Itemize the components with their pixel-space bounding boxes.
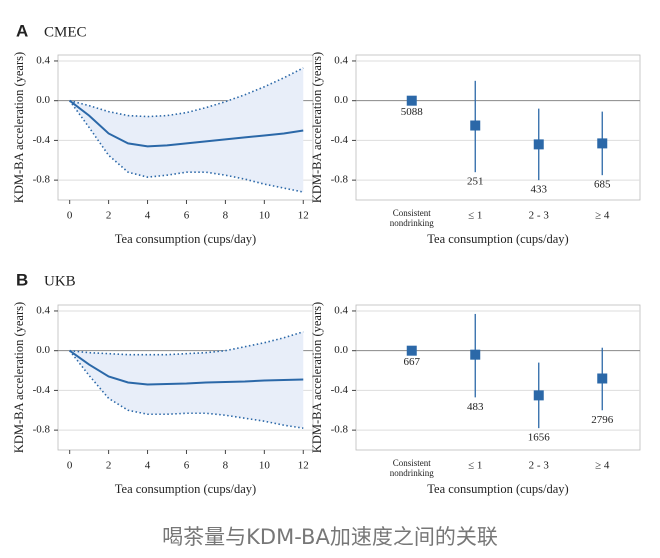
point-marker <box>597 373 608 384</box>
y-tick-label: -0.8 <box>331 424 349 436</box>
x-tick-line: nondrinking <box>390 468 434 478</box>
x-tick-label: 4 <box>145 460 151 472</box>
x-tick-label: 4 <box>145 210 151 222</box>
x-tick-label: 6 <box>184 210 190 222</box>
count-label: 5088 <box>401 106 424 118</box>
count-label: 667 <box>404 356 421 368</box>
x-tick-line: Consistent <box>393 208 432 218</box>
plot-frame <box>355 304 641 451</box>
x-axis-label: Tea consumption (cups/day) <box>427 482 568 496</box>
point-marker <box>533 139 544 150</box>
x-tick-label: 2 <box>106 460 112 472</box>
x-tick-label: 8 <box>223 210 229 222</box>
count-label: 433 <box>531 184 548 196</box>
x-tick-label: ≥ 4 <box>595 460 610 472</box>
x-tick-label: 12 <box>298 460 309 472</box>
y-tick-label: 0.0 <box>334 344 348 356</box>
x-tick-label: Consistent nondrinking <box>390 458 434 478</box>
x-tick-line: Consistent <box>393 458 432 468</box>
x-tick-label: 10 <box>259 460 271 472</box>
y-tick-label: 0.0 <box>334 94 348 106</box>
ci-line <box>69 100 304 193</box>
count-label: 685 <box>594 179 611 191</box>
y-tick-label: 0.4 <box>36 304 50 316</box>
y-tick-label: -0.8 <box>331 174 349 186</box>
count-label: 1656 <box>528 432 551 444</box>
x-tick-label: 8 <box>223 460 229 472</box>
point-marker <box>533 390 544 401</box>
x-tick-label: 0 <box>67 460 73 472</box>
panel-name: CMEC <box>44 24 87 40</box>
x-tick-line: nondrinking <box>390 218 434 228</box>
y-tick-label: -0.4 <box>33 384 51 396</box>
point-marker <box>597 138 608 149</box>
point-marker <box>406 345 417 356</box>
y-axis-label: KDM-BA acceleration (years) <box>12 52 26 203</box>
ci-band <box>69 67 304 193</box>
trend-line <box>69 99 304 148</box>
y-tick-label: 0.0 <box>36 94 50 106</box>
panel-letter: A <box>16 21 28 40</box>
point-marker <box>406 95 417 106</box>
trend-line <box>69 349 304 386</box>
x-tick-label: 10 <box>259 210 271 222</box>
x-axis-label: Tea consumption (cups/day) <box>115 232 256 246</box>
y-tick-label: -0.4 <box>331 384 349 396</box>
y-tick-label: -0.4 <box>33 134 51 146</box>
panel-name: UKB <box>44 273 76 289</box>
ci-line <box>69 331 304 356</box>
count-label: 251 <box>467 176 484 188</box>
x-tick-label: ≤ 1 <box>468 460 482 472</box>
y-tick-label: 0.4 <box>334 304 348 316</box>
x-tick-label: 2 - 3 <box>529 210 550 222</box>
y-axis-label: KDM-BA acceleration (years) <box>310 302 324 453</box>
x-axis-label: Tea consumption (cups/day) <box>115 482 256 496</box>
x-tick-label: Consistent nondrinking <box>390 208 434 228</box>
y-tick-label: 0.4 <box>36 54 50 66</box>
ci-line <box>69 67 304 118</box>
plot-frame <box>57 304 314 451</box>
ci-band <box>69 331 304 429</box>
plot-frame <box>57 54 314 201</box>
x-tick-label: 0 <box>67 210 73 222</box>
y-tick-label: -0.4 <box>331 134 349 146</box>
y-axis-label: KDM-BA acceleration (years) <box>310 52 324 203</box>
count-label: 2796 <box>591 414 614 426</box>
panel-letter: B <box>16 270 28 289</box>
x-axis-label: Tea consumption (cups/day) <box>427 232 568 246</box>
y-tick-label: -0.8 <box>33 174 51 186</box>
x-tick-label: ≥ 4 <box>595 210 610 222</box>
count-label: 483 <box>467 401 484 413</box>
caption: 喝茶量与KDM-BA加速度之间的关联 <box>162 525 498 549</box>
y-tick-label: 0.4 <box>334 54 348 66</box>
point-marker <box>470 120 481 131</box>
y-tick-label: 0.0 <box>36 344 50 356</box>
x-tick-label: 2 - 3 <box>529 460 550 472</box>
plot-frame <box>355 54 641 201</box>
x-tick-label: 6 <box>184 460 190 472</box>
x-tick-label: 12 <box>298 210 309 222</box>
x-tick-label: ≤ 1 <box>468 210 482 222</box>
y-tick-label: -0.8 <box>33 424 51 436</box>
point-marker <box>470 349 481 360</box>
x-tick-label: 2 <box>106 210 112 222</box>
y-axis-label: KDM-BA acceleration (years) <box>12 302 26 453</box>
